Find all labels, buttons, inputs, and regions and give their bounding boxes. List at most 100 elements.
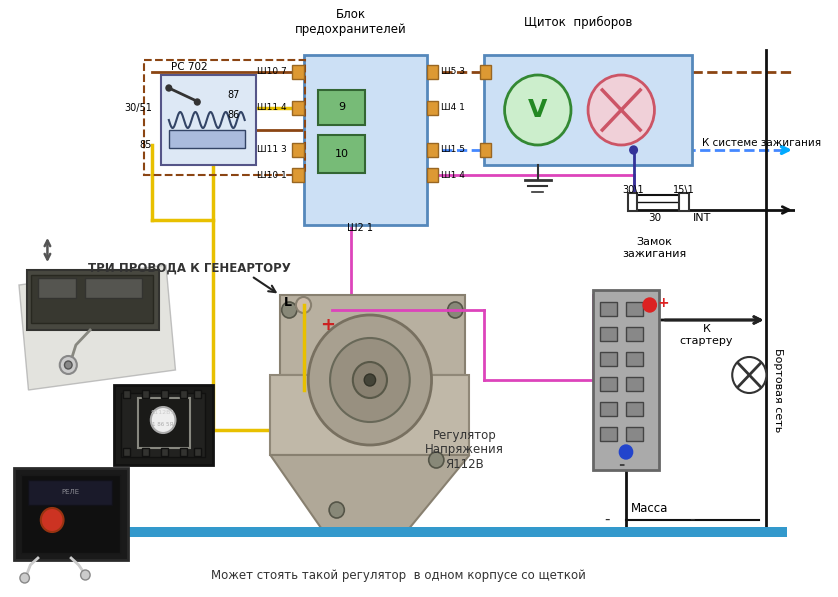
- Text: РЕЛЕ: РЕЛЕ: [61, 489, 80, 495]
- Bar: [628, 193, 638, 211]
- Text: Ш11 3: Ш11 3: [256, 146, 287, 155]
- Text: Ш4 1: Ш4 1: [441, 103, 465, 112]
- Bar: [21, 475, 121, 553]
- Bar: [292, 168, 303, 182]
- Text: 30: 30: [648, 213, 661, 223]
- Text: 87: 87: [228, 90, 240, 100]
- Text: Может стоять такой регулятор  в одном корпусе со щеткой: Может стоять такой регулятор в одном кор…: [211, 568, 586, 581]
- Bar: [161, 448, 168, 456]
- Bar: [600, 402, 618, 416]
- Circle shape: [151, 407, 175, 433]
- Bar: [123, 390, 130, 398]
- Bar: [27, 270, 159, 330]
- Text: Замок
зажигания: Замок зажигания: [623, 237, 686, 259]
- Circle shape: [65, 361, 72, 369]
- Text: 85: 85: [139, 140, 152, 150]
- Text: Ш10 7: Ш10 7: [256, 67, 287, 76]
- Bar: [194, 448, 201, 456]
- Text: 30\1: 30\1: [622, 185, 644, 195]
- Text: INT: INT: [693, 213, 711, 223]
- Bar: [480, 65, 491, 79]
- Bar: [626, 352, 643, 366]
- Circle shape: [166, 85, 172, 91]
- Bar: [14, 468, 128, 560]
- Bar: [123, 448, 130, 456]
- Circle shape: [282, 302, 297, 318]
- Bar: [271, 375, 469, 455]
- Bar: [318, 135, 365, 173]
- Circle shape: [329, 502, 344, 518]
- Circle shape: [504, 75, 571, 145]
- Bar: [600, 427, 618, 441]
- Bar: [427, 168, 438, 182]
- Bar: [600, 327, 618, 341]
- Bar: [626, 302, 643, 316]
- Circle shape: [643, 298, 656, 312]
- Circle shape: [296, 297, 311, 313]
- Text: 9: 9: [338, 102, 345, 112]
- Bar: [28, 480, 112, 505]
- Bar: [123, 527, 787, 537]
- Text: Ш5 3: Ш5 3: [441, 67, 465, 76]
- Circle shape: [194, 99, 200, 105]
- Bar: [194, 390, 201, 398]
- Bar: [114, 385, 214, 465]
- Text: +: +: [320, 316, 334, 334]
- Bar: [626, 402, 643, 416]
- Bar: [292, 101, 303, 115]
- Bar: [480, 143, 491, 157]
- Circle shape: [447, 302, 463, 318]
- Text: 1 86 5Я: 1 86 5Я: [153, 423, 173, 427]
- Bar: [427, 143, 438, 157]
- Circle shape: [429, 452, 444, 468]
- Text: К системе зажигания: К системе зажигания: [702, 138, 821, 148]
- Text: РС 702: РС 702: [172, 62, 208, 72]
- Bar: [592, 290, 660, 470]
- Bar: [626, 327, 643, 341]
- Bar: [427, 101, 438, 115]
- Bar: [280, 295, 465, 375]
- Circle shape: [588, 75, 654, 145]
- Text: V: V: [528, 98, 547, 122]
- Text: К
стартеру: К стартеру: [680, 324, 733, 346]
- Text: -: -: [690, 512, 696, 527]
- Bar: [161, 390, 168, 398]
- Text: Ш2 1: Ш2 1: [348, 223, 374, 233]
- Bar: [318, 90, 365, 125]
- Bar: [142, 390, 149, 398]
- Text: Щиток  приборов: Щиток приборов: [525, 16, 633, 29]
- Polygon shape: [19, 265, 175, 390]
- Text: ТРИ ПРОВОДА К ГЕНЕАРТОРУ: ТРИ ПРОВОДА К ГЕНЕАРТОРУ: [88, 261, 291, 275]
- Bar: [679, 193, 689, 211]
- Bar: [600, 302, 618, 316]
- Circle shape: [619, 445, 633, 459]
- Bar: [142, 448, 149, 456]
- Circle shape: [59, 356, 77, 374]
- Bar: [122, 393, 204, 457]
- Bar: [31, 275, 153, 323]
- Bar: [292, 65, 303, 79]
- Text: Я112В1: Я112В1: [151, 410, 175, 414]
- Bar: [180, 390, 187, 398]
- Bar: [626, 377, 643, 391]
- Bar: [168, 130, 245, 148]
- Text: 10: 10: [334, 149, 349, 159]
- Bar: [292, 143, 303, 157]
- Bar: [600, 352, 618, 366]
- Circle shape: [80, 570, 91, 580]
- Circle shape: [630, 146, 638, 154]
- Text: Ш1 4: Ш1 4: [441, 171, 465, 180]
- Circle shape: [20, 573, 29, 583]
- Text: -: -: [604, 512, 610, 527]
- Text: 15\1: 15\1: [673, 185, 695, 195]
- Bar: [161, 75, 256, 165]
- Circle shape: [308, 315, 432, 445]
- Text: Регулятор
Напряжения
Я112В: Регулятор Напряжения Я112В: [426, 429, 504, 472]
- Bar: [427, 65, 438, 79]
- Bar: [85, 278, 142, 298]
- Text: 86: 86: [228, 110, 240, 120]
- Circle shape: [365, 374, 375, 386]
- Bar: [303, 55, 427, 225]
- Bar: [484, 55, 692, 165]
- Bar: [600, 377, 618, 391]
